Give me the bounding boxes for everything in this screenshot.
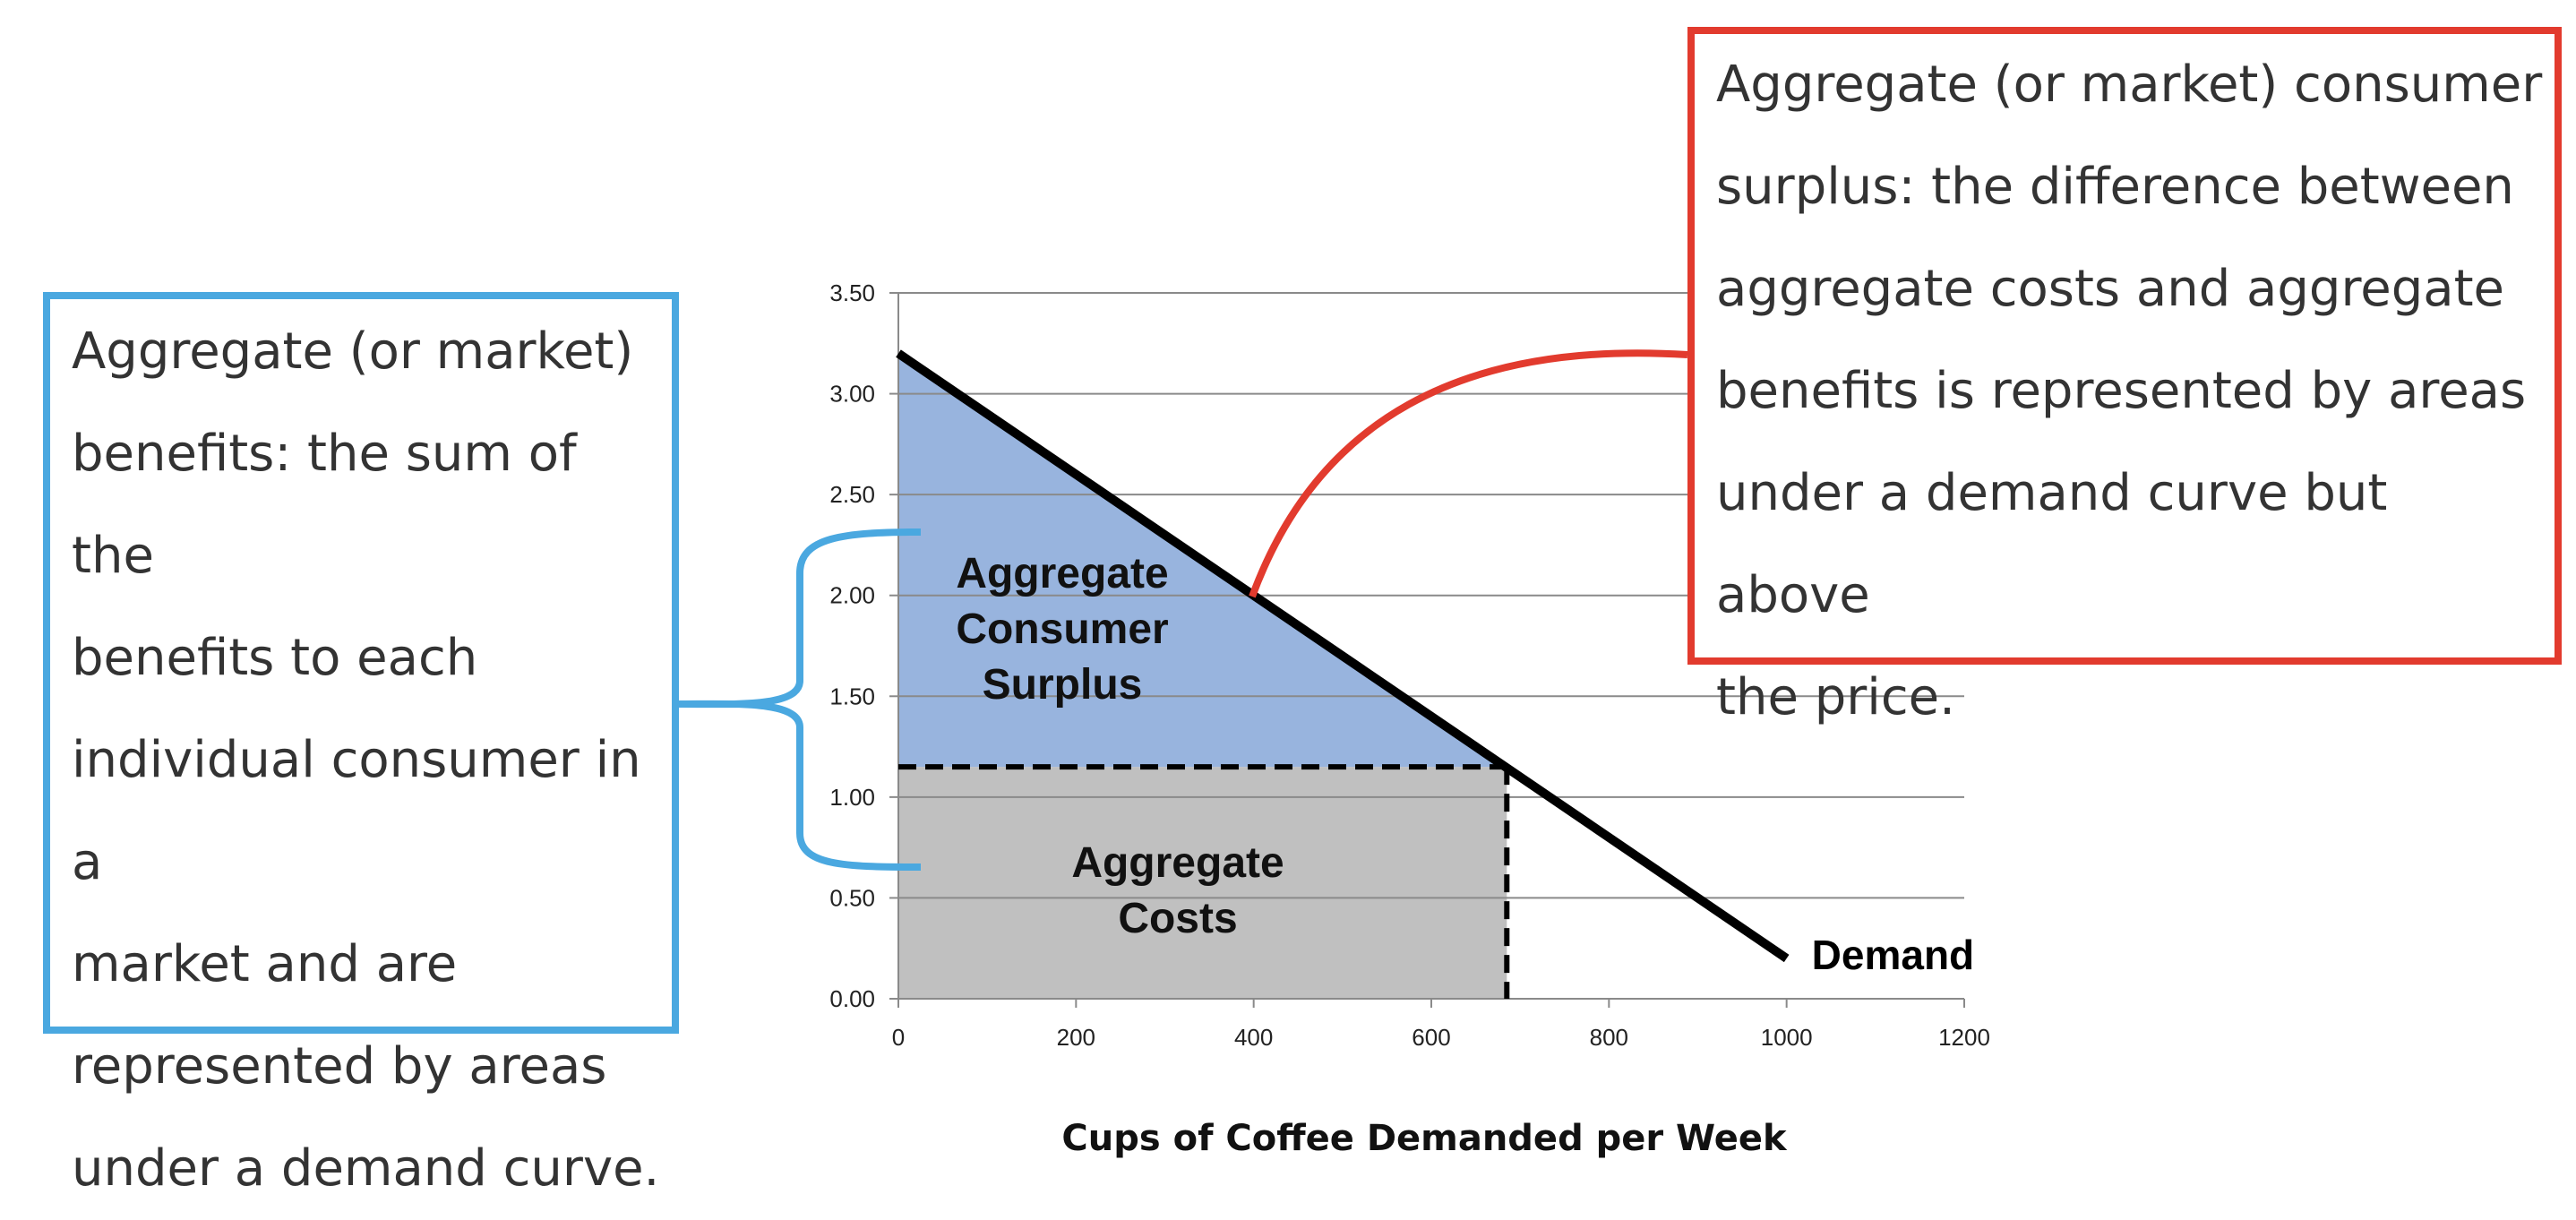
y-tick-label: 2.50 <box>829 481 875 508</box>
y-tick-label: 0.00 <box>829 985 875 1012</box>
consumer-surplus-callout: Aggregate (or market) consumer surplus: … <box>1687 27 2562 726</box>
y-tick-label: 3.50 <box>829 279 875 306</box>
aggregate-costs-label-line-2: Costs <box>1118 895 1237 942</box>
demand-line <box>896 349 1790 963</box>
x-tick-label: 200 <box>1057 1024 1095 1051</box>
y-tick-label: 3.00 <box>829 381 875 408</box>
y-tick-label: 2.00 <box>829 582 875 609</box>
x-tick-label: 600 <box>1412 1024 1450 1051</box>
demand-label: Demand <box>1812 932 1974 978</box>
x-tick-label: 800 <box>1590 1024 1628 1051</box>
surplus-connector-curve <box>1249 349 1688 598</box>
x-axis-title: Cups of Coffee Demanded per Week <box>1061 1118 1788 1159</box>
consumer-surplus-label-line-2: Consumer <box>956 606 1168 653</box>
consumer-surplus-label-line-1: Aggregate <box>956 550 1168 597</box>
benefits-callout-text: Aggregate (or market) benefits: the sum … <box>72 322 660 1198</box>
consumer-surplus-label-line-3: Surplus <box>983 661 1143 709</box>
benefits-brace-connector <box>678 528 922 871</box>
benefits-callout: Aggregate (or market) benefits: the sum … <box>43 292 679 1198</box>
aggregate-costs-label-line-1: Aggregate <box>1071 839 1284 887</box>
y-tick-label: 1.00 <box>829 784 875 811</box>
chart-figure: 0.00 0.50 1.00 1.50 2.00 2.50 3.00 3.50 0 200 400 6… <box>43 27 2562 1198</box>
surplus-callout-text: Aggregate (or market) consumer surplus: … <box>1716 56 2543 726</box>
y-tick-label: 1.50 <box>829 683 875 709</box>
x-tick-label: 0 <box>892 1024 905 1051</box>
x-tick-label: 400 <box>1234 1024 1273 1051</box>
demand-chart: 0.00 0.50 1.00 1.50 2.00 2.50 3.00 3.50 0 200 400 6… <box>678 279 1990 1159</box>
y-tick-label: 0.50 <box>829 884 875 911</box>
x-tick-label: 1000 <box>1761 1024 1813 1051</box>
x-tick-label: 1200 <box>1938 1024 1990 1051</box>
aggregate-costs-region <box>898 767 1507 999</box>
